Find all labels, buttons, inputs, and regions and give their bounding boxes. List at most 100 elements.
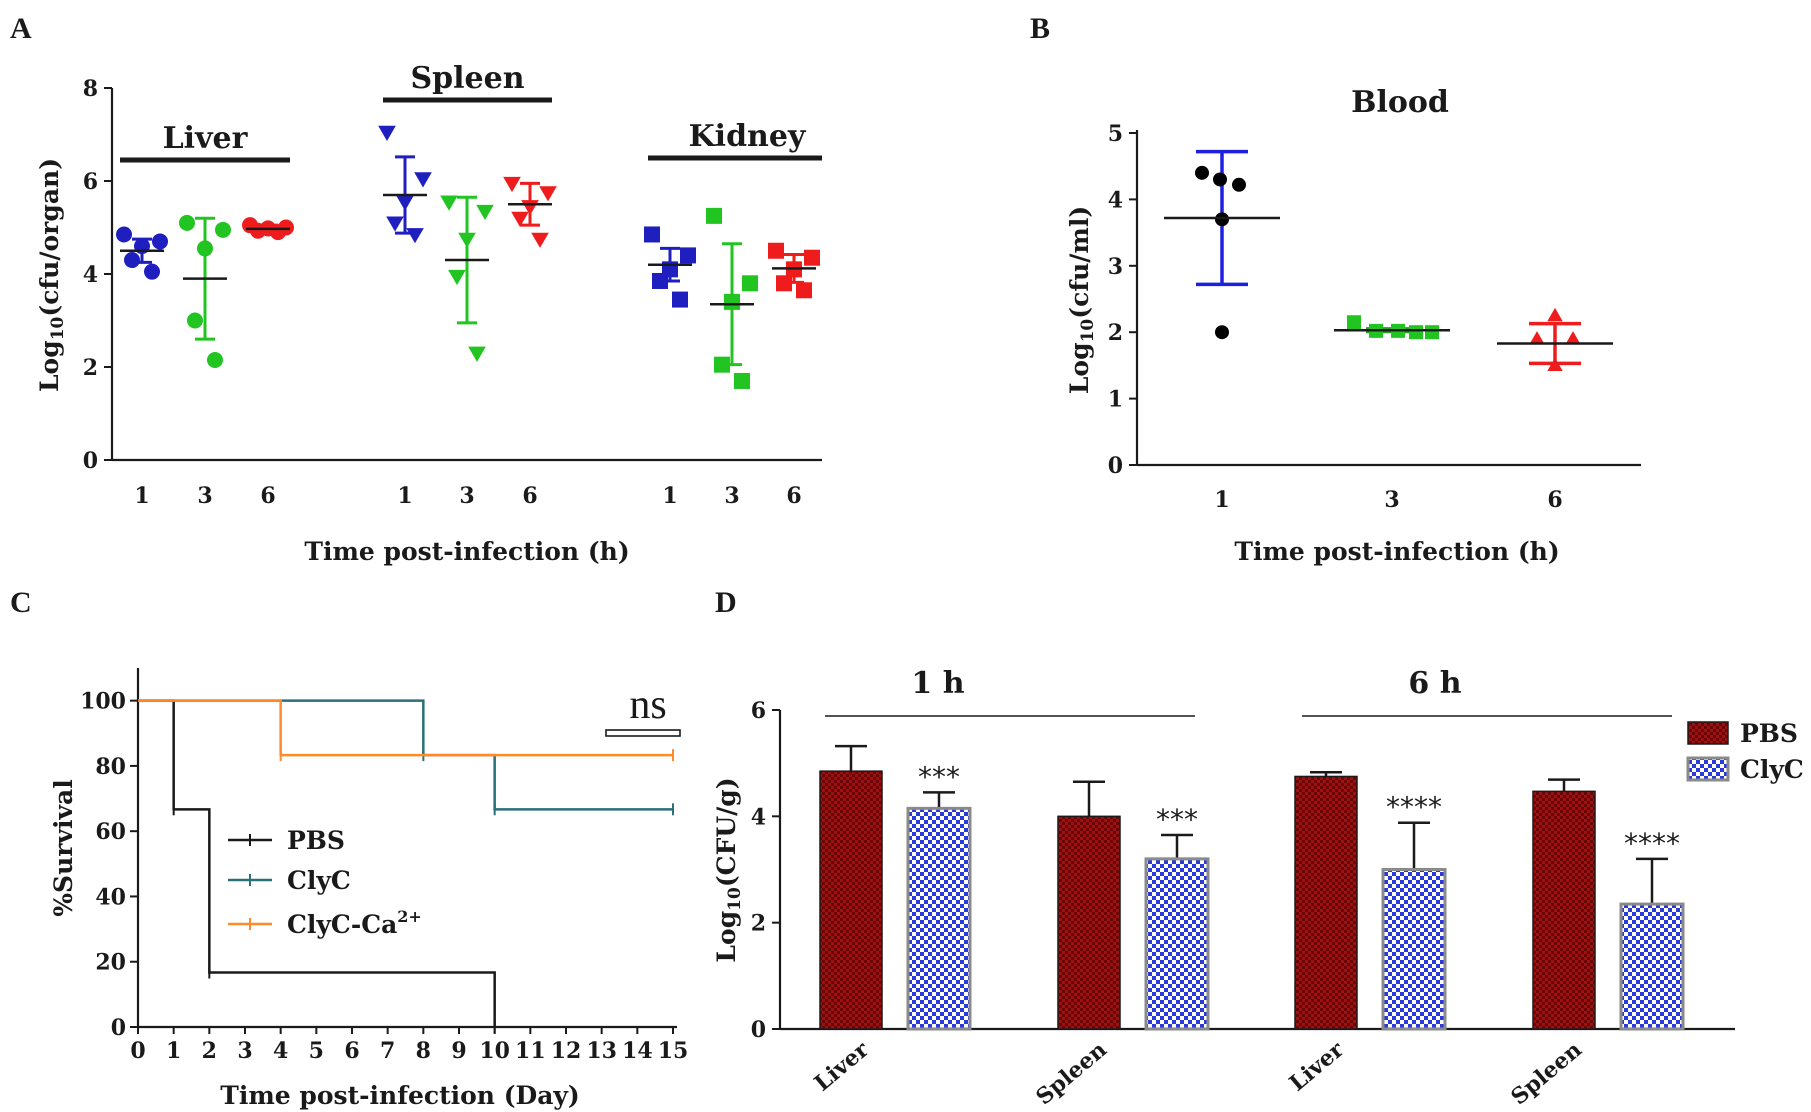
panel-a-point bbox=[124, 252, 140, 269]
panel-a-x-tick-label: 3 bbox=[724, 483, 739, 509]
panel-a-point bbox=[378, 125, 396, 141]
panel-a-point bbox=[440, 195, 458, 211]
panel-d-significance: **** bbox=[1624, 827, 1680, 860]
panel-b-y-tick-label: 0 bbox=[1108, 453, 1123, 479]
panel-a-point bbox=[734, 372, 750, 389]
panel-a-point bbox=[144, 263, 160, 280]
panel-a-point bbox=[714, 356, 730, 373]
panel-b-y-tick-label: 5 bbox=[1108, 121, 1123, 147]
panel-a-point bbox=[706, 207, 722, 224]
panel-d-x-tick-label: Spleen bbox=[1031, 1037, 1112, 1111]
panel-c-x-tick-label: 1 bbox=[166, 1038, 181, 1064]
panel-d-chart: 1 h 6 h 0 2 4 6 *** Liver *** Spleen **** Liver **… bbox=[712, 666, 1804, 1110]
panel-d-bar bbox=[1144, 857, 1210, 1031]
panel-a-point bbox=[270, 224, 286, 241]
panel-a-point bbox=[468, 346, 486, 362]
panel-b-point bbox=[1195, 165, 1209, 180]
panel-c-legend-label: ClyC-Ca2+ bbox=[287, 907, 422, 939]
panel-a-point bbox=[724, 293, 740, 310]
panel-c-legend-label: ClyC bbox=[287, 866, 351, 895]
panel-c-x-tick-label: 10 bbox=[479, 1038, 510, 1064]
panel-c-y-tick-label: 20 bbox=[95, 950, 126, 976]
panel-a-point bbox=[804, 249, 820, 266]
panel-c-x-tick-label: 13 bbox=[586, 1038, 617, 1064]
panel-c-x-tick-label: 11 bbox=[515, 1038, 546, 1064]
panel-a-y-tick-label: 6 bbox=[83, 169, 98, 195]
panel-b-point bbox=[1409, 325, 1423, 340]
panel-d-legend-label: ClyC bbox=[1740, 755, 1804, 784]
panel-c-y-axis-label: %Survival bbox=[49, 779, 78, 916]
panel-b-point bbox=[1547, 307, 1563, 322]
panel-c-x-axis-label: Time post-infection (Day) bbox=[220, 1081, 580, 1110]
panel-c-legend-label: PBS bbox=[287, 826, 345, 855]
panel-b-y-axis-label: Log10(cfu/ml) bbox=[1065, 206, 1098, 394]
panel-b-x-axis-label: Time post-infection (h) bbox=[1234, 537, 1559, 566]
panel-c-y-tick-label: 80 bbox=[95, 754, 126, 780]
panel-b-point bbox=[1547, 357, 1563, 371]
panel-a-point bbox=[796, 282, 812, 299]
panel-a-y-tick-label: 0 bbox=[83, 448, 98, 474]
panel-a-point bbox=[742, 275, 758, 292]
panel-a-point bbox=[197, 240, 213, 257]
panel-letter-c: C bbox=[10, 586, 32, 619]
panel-c-x-tick-label: 15 bbox=[658, 1038, 689, 1064]
panel-c-ns-annotation: ns bbox=[629, 682, 666, 728]
panel-b-point bbox=[1565, 331, 1581, 345]
panel-b-point bbox=[1213, 172, 1227, 187]
panel-b-title: Blood bbox=[1351, 85, 1449, 120]
panel-a-point bbox=[152, 233, 168, 250]
panel-a-point bbox=[414, 172, 432, 188]
panel-a-group-label: Spleen bbox=[410, 61, 524, 96]
panel-c-x-tick-label: 14 bbox=[622, 1038, 653, 1064]
panel-letter-b: B bbox=[1030, 12, 1050, 45]
panel-c-x-tick-label: 6 bbox=[344, 1038, 359, 1064]
panel-d-bar bbox=[1381, 868, 1447, 1031]
panel-b-chart: Blood 0 1 2 3 4 5 1 3 6 Log10(cfu/ml) Time post… bbox=[1065, 85, 1641, 566]
panel-a-point bbox=[511, 211, 529, 227]
panel-a-point bbox=[776, 275, 792, 292]
panel-a-point bbox=[644, 226, 660, 243]
panel-a-point bbox=[652, 272, 668, 289]
panel-b-x-tick-label: 3 bbox=[1384, 487, 1399, 513]
panel-d-x-tick-label: Liver bbox=[1284, 1036, 1349, 1096]
panel-d-y-axis-label: Log10(CFU/g) bbox=[712, 777, 745, 962]
panel-d-x-tick-label: Spleen bbox=[1506, 1037, 1587, 1111]
panel-c-ns-bracket bbox=[605, 729, 681, 737]
panel-a-group-label: Liver bbox=[163, 121, 249, 156]
panel-a-y-tick-label: 2 bbox=[83, 355, 98, 381]
panel-b-point bbox=[1529, 331, 1545, 345]
panel-a-x-tick-label: 6 bbox=[522, 483, 537, 509]
panel-d-y-tick-label: 6 bbox=[751, 698, 766, 724]
panel-b-point bbox=[1425, 325, 1439, 340]
panel-d-legend-swatch bbox=[1686, 756, 1730, 782]
panel-d-legend-label: PBS bbox=[1740, 719, 1798, 748]
panel-a-point bbox=[680, 247, 696, 264]
panel-b-y-tick-label: 3 bbox=[1108, 254, 1123, 280]
panel-a-point bbox=[386, 216, 404, 232]
panel-letter-d: D bbox=[715, 586, 737, 619]
panel-c-x-tick-label: 12 bbox=[551, 1038, 582, 1064]
panel-c-x-tick-label: 7 bbox=[380, 1038, 395, 1064]
panel-a-x-tick-label: 6 bbox=[786, 483, 801, 509]
panel-a-point bbox=[768, 242, 784, 259]
panel-b-y-tick-label: 4 bbox=[1108, 187, 1123, 213]
panel-a-point bbox=[187, 312, 203, 329]
panel-d-bar bbox=[1619, 902, 1685, 1031]
panel-a-point bbox=[672, 291, 688, 308]
panel-a-x-tick-label: 1 bbox=[662, 483, 677, 509]
panel-b-x-tick-label: 1 bbox=[1214, 487, 1229, 513]
panel-b-point bbox=[1347, 315, 1361, 330]
panel-a-point bbox=[448, 269, 466, 286]
panel-d-x-tick-label: Liver bbox=[809, 1036, 874, 1096]
panel-c-x-tick-label: 4 bbox=[273, 1038, 288, 1064]
panel-a-point bbox=[406, 228, 424, 244]
panel-a-point bbox=[458, 232, 476, 248]
panel-c-survival-line bbox=[138, 699, 496, 1027]
panel-c-x-tick-label: 5 bbox=[309, 1038, 324, 1064]
panel-c-x-tick-label: 9 bbox=[451, 1038, 466, 1064]
panel-a-point bbox=[396, 195, 414, 211]
panel-c-x-tick-label: 2 bbox=[202, 1038, 217, 1064]
panel-a-point bbox=[116, 226, 132, 243]
panel-a-x-tick-label: 1 bbox=[134, 483, 149, 509]
